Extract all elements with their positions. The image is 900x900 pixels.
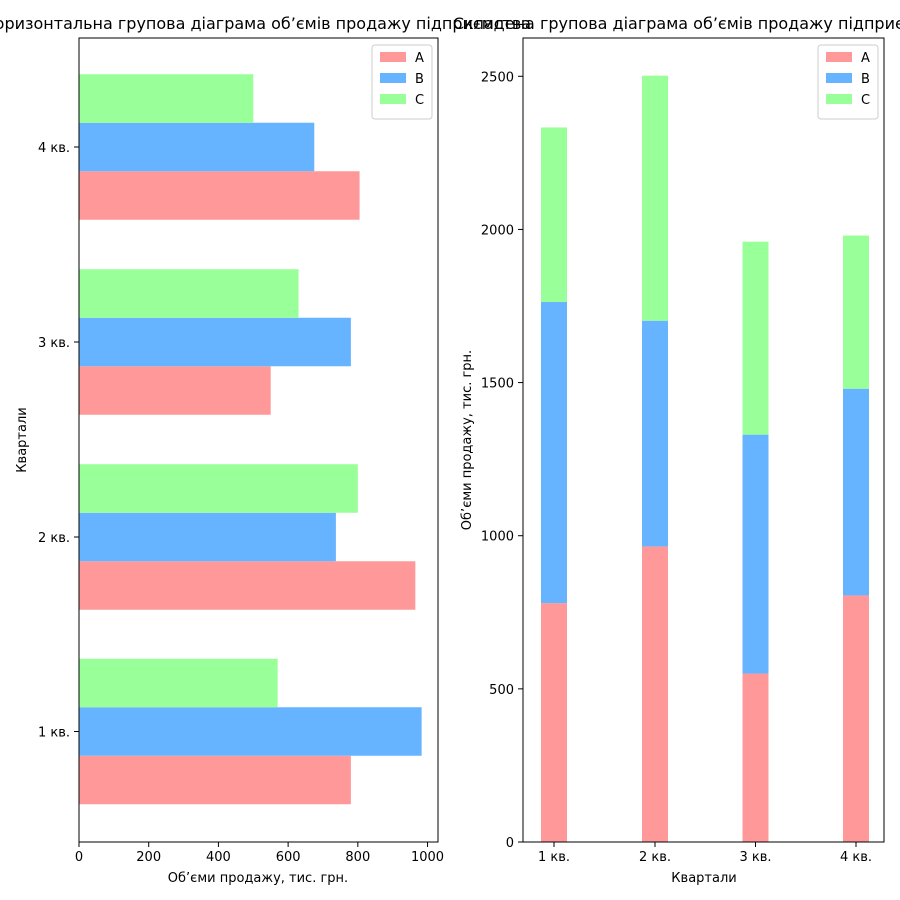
x-tick-label: 600 bbox=[276, 850, 301, 865]
bar-A-4 bbox=[843, 595, 869, 842]
chart-horizontal-grouped: Горизонтальна групова діаграма об’ємів п… bbox=[0, 14, 531, 886]
bar-A-1 bbox=[541, 603, 567, 842]
x-tick-label: 1000 bbox=[411, 850, 444, 865]
y-tick-label: 1000 bbox=[481, 530, 514, 545]
bars bbox=[79, 74, 422, 805]
x-tick-label: 200 bbox=[136, 850, 161, 865]
x-axis-ticks: 1 кв. 2 кв. 3 кв. 4 кв. bbox=[538, 842, 872, 865]
bar-B-2 bbox=[79, 512, 336, 562]
legend: ABC bbox=[371, 44, 433, 120]
y-tick-label: 4 кв. bbox=[38, 141, 70, 156]
y-tick-label: 1500 bbox=[481, 377, 514, 392]
y-tick-label: 3 кв. bbox=[38, 336, 70, 351]
legend-label-C: C bbox=[415, 93, 424, 108]
y-tick-label: 0 bbox=[506, 836, 514, 851]
bar-C-1 bbox=[541, 127, 567, 303]
bar-C-1 bbox=[79, 658, 278, 708]
bar-C-3 bbox=[79, 269, 299, 318]
x-tick-label: 2 кв. bbox=[639, 850, 671, 865]
bar-C-4 bbox=[843, 235, 869, 389]
legend-swatch-B bbox=[380, 73, 406, 83]
y-axis-ticks: 0 500 1000 1500 2000 2500 bbox=[481, 70, 523, 851]
bar-A-4 bbox=[79, 171, 360, 220]
x-tick-label: 3 кв. bbox=[739, 850, 771, 865]
y-tick-label: 2500 bbox=[481, 70, 514, 85]
plot-frame bbox=[522, 37, 885, 843]
bar-B-4 bbox=[79, 122, 315, 172]
legend-label-A: A bbox=[861, 51, 870, 66]
legend-label-A: A bbox=[415, 51, 424, 66]
bar-A-1 bbox=[79, 755, 351, 805]
bar-C-4 bbox=[79, 74, 254, 123]
legend-label-B: B bbox=[415, 72, 424, 87]
bar-A-3 bbox=[79, 366, 271, 415]
legend-swatch-B bbox=[826, 73, 852, 83]
y-axis-label: Квартали bbox=[15, 407, 30, 472]
x-tick-label: 0 bbox=[75, 850, 83, 865]
bar-B-1 bbox=[79, 707, 422, 756]
x-axis-label: Квартали bbox=[671, 871, 736, 886]
bar-B-1 bbox=[541, 302, 567, 604]
plot-frame bbox=[78, 37, 439, 843]
bar-C-3 bbox=[742, 241, 769, 435]
legend-swatch-C bbox=[380, 94, 406, 104]
bar-B-3 bbox=[79, 317, 351, 367]
bar-A-3 bbox=[742, 673, 769, 842]
bar-B-3 bbox=[742, 434, 769, 674]
y-tick-label: 500 bbox=[489, 683, 514, 698]
bars bbox=[541, 75, 869, 842]
legend-swatch-C bbox=[826, 94, 852, 104]
x-tick-label: 1 кв. bbox=[538, 850, 570, 865]
legend-label-C: C bbox=[861, 93, 870, 108]
y-tick-label: 2000 bbox=[481, 223, 514, 238]
x-tick-label: 4 кв. bbox=[840, 850, 872, 865]
bar-B-2 bbox=[642, 320, 668, 547]
bar-C-2 bbox=[642, 75, 668, 321]
legend: ABC bbox=[817, 44, 879, 120]
chart-title: Складена групова діаграма об’ємів продаж… bbox=[453, 14, 900, 33]
legend-label-B: B bbox=[861, 72, 870, 87]
x-tick-label: 400 bbox=[206, 850, 231, 865]
x-tick-label: 800 bbox=[345, 850, 370, 865]
chart-title: Горизонтальна групова діаграма об’ємів п… bbox=[0, 14, 531, 33]
y-axis-ticks: 1 кв. 2 кв. 3 кв. 4 кв. bbox=[38, 141, 79, 741]
bar-A-2 bbox=[642, 546, 668, 842]
legend-swatch-A bbox=[826, 52, 852, 62]
y-axis-label: Об’єми продажу, тис. грн. bbox=[460, 350, 475, 530]
legend-swatch-A bbox=[380, 52, 406, 62]
chart-stacked: Складена групова діаграма об’ємів продаж… bbox=[453, 14, 900, 886]
bar-C-2 bbox=[79, 464, 358, 513]
y-tick-label: 2 кв. bbox=[38, 531, 70, 546]
bar-A-2 bbox=[79, 561, 416, 610]
bar-B-4 bbox=[843, 388, 869, 596]
y-tick-label: 1 кв. bbox=[38, 726, 70, 741]
x-axis-label: Об’єми продажу, тис. грн. bbox=[168, 871, 348, 886]
x-axis-ticks: 0 200 400 600 800 1000 bbox=[75, 842, 444, 865]
